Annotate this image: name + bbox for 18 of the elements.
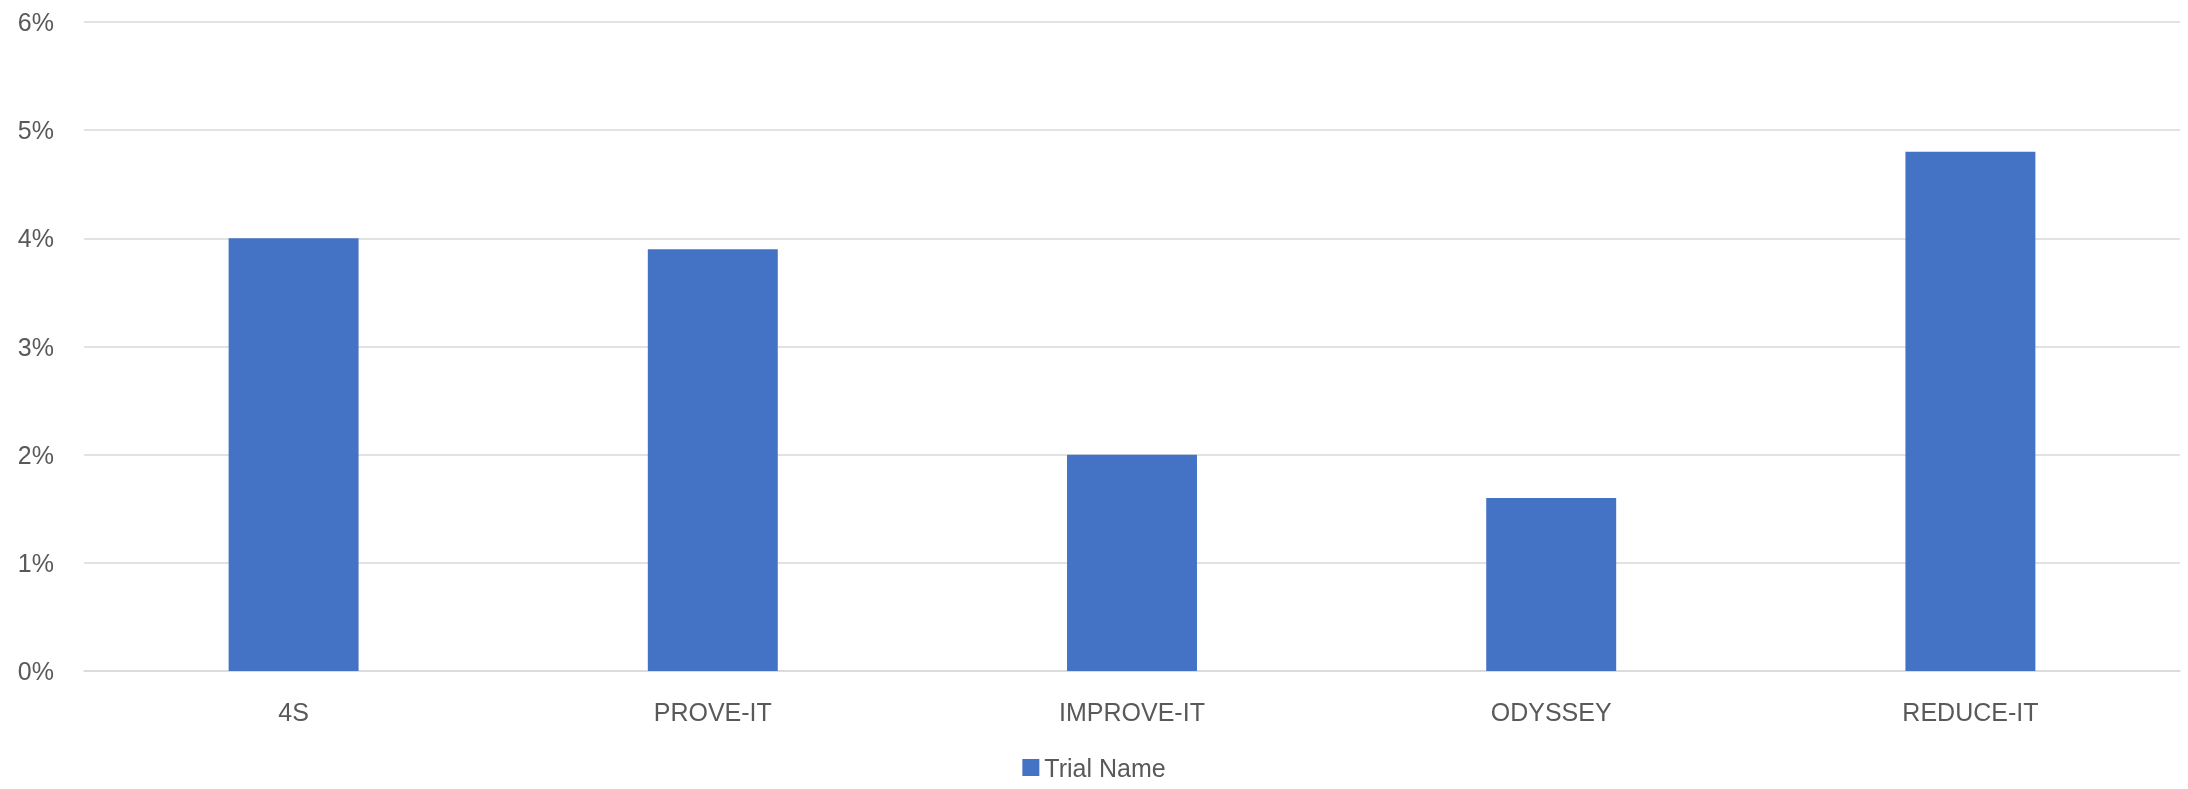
x-tick-label: 4S [278, 697, 309, 726]
bar [1905, 151, 2036, 671]
x-tick-label: REDUCE-IT [1902, 697, 2039, 726]
y-tick-label: 0% [17, 657, 54, 685]
y-tick-label: 1% [17, 548, 54, 577]
legend-label: Trial Name [1044, 753, 1166, 782]
bar [647, 249, 778, 671]
y-tick-label: 6% [17, 8, 54, 36]
bar [1486, 497, 1617, 671]
y-tick-label: 3% [17, 332, 54, 361]
y-tick-label: 5% [17, 116, 54, 145]
y-tick-label: 4% [17, 224, 54, 253]
bar [228, 238, 359, 671]
y-tick-label: 2% [17, 440, 54, 469]
x-tick-label: IMPROVE-IT [1059, 697, 1205, 726]
bar [1067, 454, 1197, 671]
x-tick-label: PROVE-IT [653, 697, 772, 726]
x-tick-label: ODYSSEY [1490, 697, 1612, 726]
